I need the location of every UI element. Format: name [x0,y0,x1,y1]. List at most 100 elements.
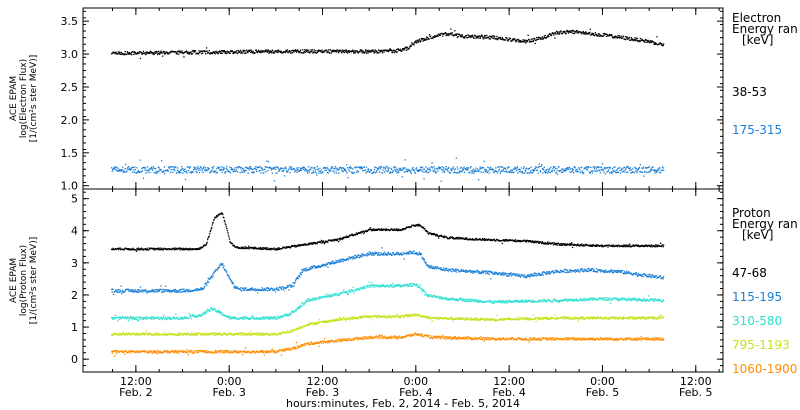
data-point [134,166,136,168]
data-point [166,289,168,291]
data-point [381,253,384,255]
data-point [592,33,594,35]
data-point [144,318,147,320]
data-point [433,166,435,168]
data-point [592,267,594,270]
data-point [538,163,540,165]
data-point [659,167,661,169]
data-point [586,270,588,273]
data-point [572,29,574,31]
data-point [590,245,592,247]
data-point [130,291,132,293]
data-point [589,172,591,174]
data-point [553,170,556,172]
proton-legend-1060-1900: 1060-1900 [732,362,797,376]
data-point [246,318,248,320]
data-point [429,232,431,234]
data-point [199,51,201,53]
data-point [171,249,173,251]
data-point [350,51,352,53]
data-point [293,51,295,53]
data-point [213,166,215,168]
data-point [445,268,447,270]
data-point [196,287,199,290]
data-point [541,164,543,166]
data-point [205,282,207,284]
data-point [548,36,550,38]
data-point [184,248,187,251]
data-point [144,167,147,169]
data-point [511,40,513,42]
data-point [531,240,533,243]
data-point [151,289,154,292]
data-point [268,316,270,318]
data-point [581,31,583,33]
data-point [606,271,608,273]
data-point [375,50,378,52]
data-point [217,309,219,312]
data-point [424,171,426,173]
data-point [414,41,416,43]
data-point [364,50,366,52]
data-point [147,290,150,292]
data-point [603,270,605,272]
data-point [115,314,117,316]
data-point [164,290,166,292]
proton-y-tick-label: 3 [71,257,78,270]
data-point [380,252,382,254]
data-point [588,33,590,35]
data-point [375,166,377,169]
data-point [286,314,289,316]
data-point [585,269,587,271]
data-point [546,36,548,38]
data-point [285,313,288,315]
data-point [628,37,630,40]
data-point [226,272,228,274]
data-point [598,35,600,37]
data-point [568,31,570,33]
data-point [221,313,223,315]
data-point [305,50,307,53]
data-point [184,178,187,181]
data-point [595,33,597,36]
data-point [614,271,616,273]
data-point [595,245,597,247]
data-point [279,51,282,53]
data-point [183,248,186,251]
data-point [477,168,479,170]
data-point [584,32,586,34]
data-point [241,247,244,250]
data-point [136,318,138,320]
data-point [504,171,506,173]
data-point [385,167,387,169]
data-point [370,169,373,172]
data-point [243,316,245,318]
data-point [277,166,279,168]
data-point [300,49,302,51]
data-point [416,224,418,226]
data-point [326,296,328,298]
data-point [446,168,448,171]
data-point [345,50,347,52]
data-point [442,269,444,271]
data-point [336,49,339,51]
data-point [327,51,329,53]
data-point [528,39,530,41]
data-point [142,50,145,53]
data-point [241,52,244,54]
data-point [515,275,517,277]
data-point [586,166,588,168]
data-point [532,274,534,276]
data-point [523,41,525,43]
data-point [599,172,602,174]
data-point [207,169,209,171]
data-point [650,274,653,276]
data-point [193,50,196,52]
data-point [622,37,624,39]
data-point [198,289,200,291]
data-point [187,290,190,292]
data-point [597,166,600,169]
data-point [188,52,190,54]
data-point [264,318,266,320]
data-point [251,247,253,249]
